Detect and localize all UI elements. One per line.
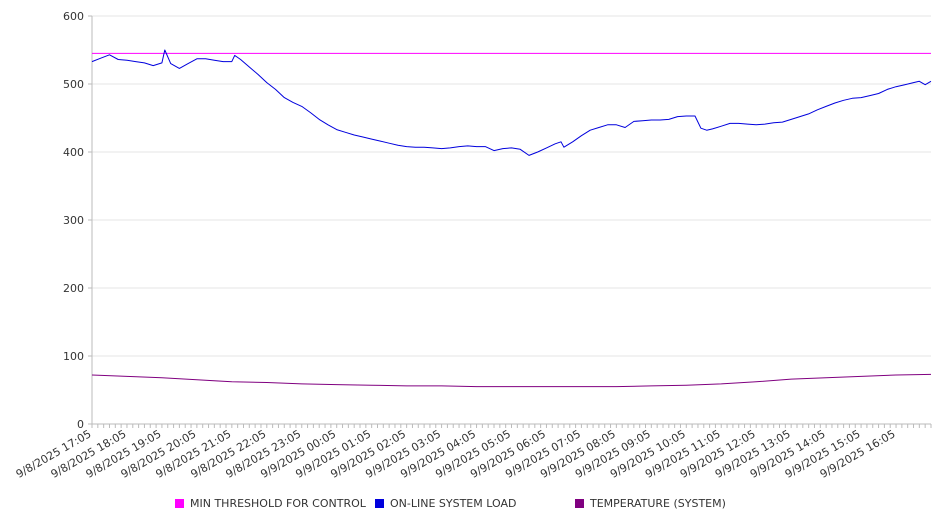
legend-swatch-system-load (375, 499, 384, 508)
y-tick-label: 300 (63, 214, 84, 227)
y-tick-label: 100 (63, 350, 84, 363)
legend-swatch-threshold (175, 499, 184, 508)
legend-label-threshold: MIN THRESHOLD FOR CONTROL (190, 497, 366, 510)
legend-item-threshold[interactable]: MIN THRESHOLD FOR CONTROL (175, 497, 366, 510)
y-tick-label: 0 (77, 418, 84, 431)
legend-label-temperature: TEMPERATURE (SYSTEM) (590, 497, 726, 510)
series-line-2 (91, 373, 932, 388)
legend-item-temperature[interactable]: TEMPERATURE (SYSTEM) (575, 497, 726, 510)
y-tick-label: 600 (63, 10, 84, 23)
legend-item-system-load[interactable]: ON-LINE SYSTEM LOAD (375, 497, 516, 510)
legend-swatch-temperature (575, 499, 584, 508)
axes (88, 15, 932, 428)
y-tick-label: 400 (63, 146, 84, 159)
chart-legend: MIN THRESHOLD FOR CONTROL ON-LINE SYSTEM… (0, 497, 946, 515)
y-tick-label: 500 (63, 78, 84, 91)
series-line-1 (91, 49, 932, 156)
legend-label-system-load: ON-LINE SYSTEM LOAD (390, 497, 517, 510)
grid-lines (92, 15, 931, 357)
y-tick-label: 200 (63, 282, 84, 295)
series-lines (91, 49, 932, 388)
